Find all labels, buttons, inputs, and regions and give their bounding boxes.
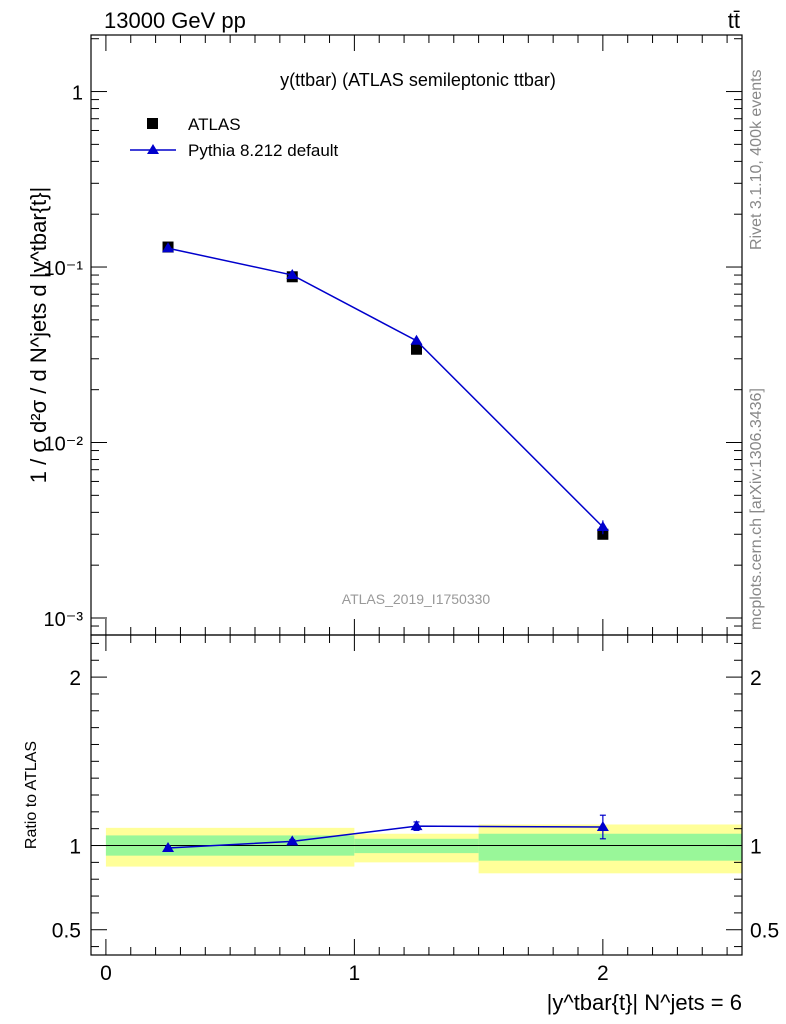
pythia-point (410, 334, 423, 345)
analysis-watermark: ATLAS_2019_I1750330 (342, 591, 491, 607)
x-tick-label: 0 (100, 962, 112, 985)
ratio-band-inner (478, 833, 742, 861)
ratio-line (167, 825, 603, 849)
pythia-line (167, 247, 604, 528)
pythia-point (596, 521, 609, 532)
legend-pythia-marker (147, 144, 159, 154)
plot-title: y(ttbar) (ATLAS semileptonic ttbar) (280, 70, 556, 90)
ratio-y-tick-label-right: 0.5 (750, 920, 779, 943)
ratio-point (286, 835, 299, 846)
process-label: tt̄ (728, 8, 740, 33)
ratio-y-tick-label-right: 1 (750, 836, 762, 859)
ratio-panel: Ratio to ATLAS |y^tbar{t}| N^jets = 6 0 1… (23, 634, 779, 1015)
ratio-y-tick-label: 0.5 (52, 920, 81, 943)
legend: ATLAS Pythia 8.212 default (130, 115, 339, 160)
main-panel: y(ttbar) (ATLAS semileptonic ttbar) ATLA… (26, 34, 743, 636)
legend-atlas-marker (147, 118, 158, 129)
mcplots-label: mcplots.cern.ch [arXiv:1306.3436] (748, 388, 765, 630)
y-axis-label: 1 / σ d²σ / d N^jets d |y^tbar{t}| (26, 187, 51, 483)
rivet-label: Rivet 3.1.10, 400k events (748, 69, 765, 250)
y-tick-label: 1 (72, 83, 83, 105)
energy-label: 13000 GeV pp (104, 8, 246, 33)
ratio-y-tick-label: 2 (69, 667, 81, 690)
x-tick-label: 1 (349, 962, 361, 985)
ratio-axis-label: Ratio to ATLAS (23, 741, 40, 849)
pythia-point (286, 269, 299, 280)
y-tick-label: 10⁻¹ (44, 258, 84, 280)
ratio-y-tick-label: 1 (69, 836, 81, 859)
x-tick-label: 2 (597, 962, 609, 985)
ratio-frame (90, 634, 743, 956)
ratio-point (162, 842, 175, 853)
atlas-point (411, 343, 422, 355)
legend-atlas-label: ATLAS (188, 115, 241, 134)
pythia-point (162, 242, 175, 253)
ratio-point (410, 820, 423, 831)
x-axis-label: |y^tbar{t}| N^jets = 6 (547, 990, 742, 1015)
ratio-y-tick-label-right: 2 (750, 667, 762, 690)
y-tick-label: 10⁻² (44, 434, 84, 456)
legend-pythia-label: Pythia 8.212 default (188, 141, 339, 160)
ratio-point (596, 821, 609, 831)
y-tick-label: 10⁻³ (44, 609, 84, 631)
